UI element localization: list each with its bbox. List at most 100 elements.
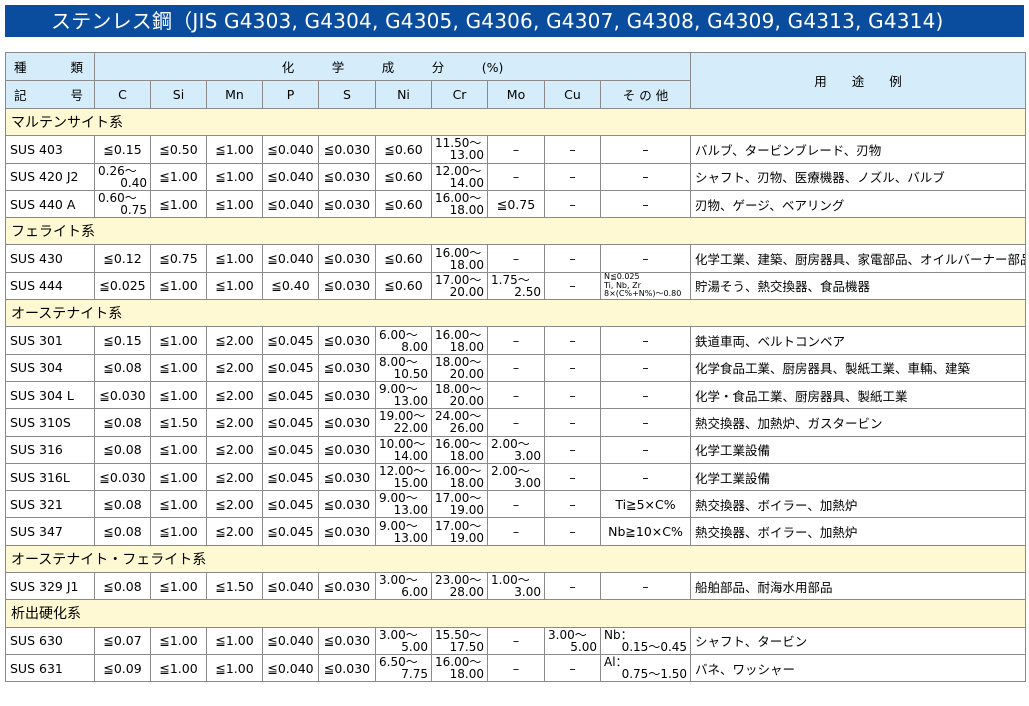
- value-line: 0.40: [120, 175, 147, 190]
- value-line: 8.00〜: [379, 354, 418, 369]
- value-cell-その他: –: [599, 162, 692, 191]
- table-row: SUS 304 L ≦0.030 ≦1.00 ≦2.00 ≦0.045 ≦0.030 9.0…: [5, 380, 1027, 410]
- header-row-2: 記号 C Si Mn P S Ni Cr Mo Cu そ の 他: [5, 80, 1026, 109]
- value-cell-その他: N≦0.025 Ti, Nb, Zr 8×(C%+N%)〜0.80: [599, 271, 692, 301]
- value-line: 22.00: [393, 421, 428, 436]
- element-header: S: [318, 80, 376, 109]
- table-row: SUS 347 ≦0.08 ≦1.00 ≦2.00 ≦0.045 ≦0.030 9.00〜 1…: [5, 517, 1027, 546]
- usage-cell: 化学工業設備: [690, 435, 1027, 464]
- value-line: 0.26〜: [98, 163, 137, 178]
- value-cell-C: ≦0.08: [94, 435, 151, 464]
- value-cell-Si: ≦1.00: [150, 380, 207, 410]
- table-row: SUS 444 ≦0.025 ≦1.00 ≦1.00 ≦0.40 ≦0.030 ≦0.60 1…: [5, 271, 1027, 301]
- value-cell-Cu: –: [544, 408, 601, 437]
- value-line: 19.00〜: [379, 409, 426, 424]
- usage-cell: 化学・食品工業、厨房器具、製紙工業: [690, 380, 1027, 410]
- value-line: 16.00〜: [435, 191, 482, 206]
- usage-cell: 化学工業、建築、厨房器具、家電部品、オイルバーナー部品: [690, 244, 1027, 273]
- value-cell-C: ≦0.08: [94, 517, 151, 546]
- value-cell-C: ≦0.09: [94, 653, 151, 683]
- range-value: 10.00〜 14.00: [379, 438, 428, 462]
- range-value: 24.00〜 26.00: [435, 410, 484, 434]
- value-cell-Cr: 17.00〜 20.00: [431, 271, 488, 301]
- table-row: SUS 321 ≦0.08 ≦1.00 ≦2.00 ≦0.045 ≦0.030 9.00〜 1…: [5, 490, 1027, 519]
- value-cell-その他: –: [599, 408, 692, 437]
- value-cell-Mo: –: [487, 353, 545, 382]
- range-value: 1.75〜 2.50: [491, 274, 541, 298]
- group-label: フェライト系: [4, 217, 1027, 246]
- value-line: 17.00〜: [435, 518, 482, 533]
- value-cell-Cr: 17.00〜 19.00: [431, 490, 488, 519]
- value-cell-Si: ≦1.00: [150, 435, 207, 464]
- value-cell-P: ≦0.045: [262, 326, 319, 355]
- value-cell-Ni: 10.00〜 14.00: [375, 435, 432, 464]
- value-cell-P: ≦0.40: [262, 271, 319, 301]
- usage-cell: 貯湯そう、熱交換器、食品機器: [690, 271, 1027, 301]
- value-line: 0.15〜0.45: [621, 639, 688, 654]
- range-value: N≦0.025 Ti, Nb, Zr 8×(C%+N%)〜0.80: [604, 273, 687, 298]
- usage-cell: バネ、ワッシャー: [690, 653, 1027, 683]
- value-line: 18.00: [449, 476, 484, 490]
- value-line: 10.50: [393, 366, 428, 381]
- value-cell-S: ≦0.030: [318, 244, 376, 273]
- value-line: 23.00〜: [435, 573, 482, 588]
- value-cell-Mo: ≦0.75: [487, 189, 545, 219]
- value-cell-C: ≦0.08: [94, 572, 151, 601]
- value-cell-Cu: –: [544, 462, 601, 492]
- table-row: SUS 430 ≦0.12 ≦0.75 ≦1.00 ≦0.040 ≦0.030 ≦0.60 1…: [5, 244, 1027, 273]
- range-value: 17.00〜 19.00: [435, 520, 484, 544]
- value-cell-C: ≦0.030: [94, 462, 151, 492]
- value-line: 17.00〜: [435, 272, 482, 287]
- value-line: 14.00: [393, 448, 428, 463]
- value-cell-Cu: –: [544, 353, 601, 382]
- value-cell-Mn: ≦2.00: [206, 517, 263, 546]
- value-cell-C: ≦0.025: [94, 271, 151, 301]
- table-row: SUS 329 J1 ≦0.08 ≦1.00 ≦1.50 ≦0.040 ≦0.030 3.0…: [5, 572, 1027, 601]
- usage-cell: 熱交換器、ボイラー、加熱炉: [690, 490, 1027, 519]
- value-line: 13.00: [393, 530, 428, 545]
- value-line: 18.00: [449, 203, 484, 218]
- range-value: 6.00〜 8.00: [379, 329, 428, 353]
- kind-char-2: 類: [70, 60, 83, 75]
- range-value: 3.00〜 5.00: [379, 629, 428, 653]
- value-cell-その他: –: [599, 326, 692, 355]
- range-value: 16.00〜 18.00: [435, 438, 484, 462]
- usage-cell: 刃物、ゲージ、ベアリング: [690, 189, 1027, 219]
- group-label: オーステナイト系: [4, 299, 1027, 328]
- value-cell-Mn: ≦2.00: [206, 353, 263, 382]
- value-cell-その他: Al： 0.75〜1.50: [599, 653, 692, 683]
- group-label: マルテンサイト系: [4, 107, 1027, 137]
- value-line: 12.00〜: [435, 163, 482, 178]
- range-value: Al： 0.75〜1.50: [604, 656, 687, 680]
- range-value: 2.00〜 3.00: [491, 465, 541, 489]
- grade-name: SUS 304: [5, 353, 95, 382]
- value-cell-S: ≦0.030: [318, 626, 376, 655]
- grade-name: SUS 310S: [5, 408, 95, 437]
- value-cell-その他: Ti≧5×C%: [599, 490, 692, 519]
- value-cell-Cr: 18.00〜 20.00: [431, 380, 488, 410]
- usage-cell: 熱交換器、加熱炉、ガスタービン: [690, 408, 1027, 437]
- value-line: 5.00: [401, 639, 428, 654]
- value-line: 7.75: [401, 667, 428, 682]
- range-value: 15.50〜 17.50: [435, 629, 484, 653]
- value-cell-Si: ≦0.75: [150, 244, 207, 273]
- value-line: Al：: [604, 655, 628, 670]
- value-cell-Cr: 11.50〜 13.00: [431, 135, 488, 164]
- value-cell-Cu: –: [544, 135, 601, 164]
- value-line: 18.00: [449, 257, 484, 272]
- table-row: SUS 420 J2 0.26〜 0.40 ≦1.00 ≦1.00 ≦0.040 ≦0.03…: [5, 162, 1027, 191]
- value-line: 11.50〜: [435, 136, 482, 151]
- usage-cell: 化学食品工業、厨房器具、製紙工業、車輛、建築: [690, 353, 1027, 382]
- value-line: 3.00〜: [379, 627, 418, 642]
- value-line: 18.00〜: [435, 354, 482, 369]
- range-value: 12.00〜 14.00: [435, 165, 484, 189]
- value-cell-Mn: ≦1.00: [206, 271, 263, 301]
- range-value: 16.00〜 18.00: [435, 247, 484, 271]
- value-cell-Mn: ≦1.50: [206, 572, 263, 601]
- value-cell-Cu: –: [544, 435, 601, 464]
- value-line: 9.00〜: [379, 518, 418, 533]
- kind-char-1: 種: [14, 60, 27, 75]
- value-cell-Mo: 2.00〜 3.00: [487, 435, 545, 464]
- value-line: 20.00: [449, 284, 484, 299]
- stainless-steel-table: 種類 化 学 成 分 (%) 用 途 例 記号 C Si Mn P S Ni Cr Mo Cu そ…: [4, 52, 1027, 683]
